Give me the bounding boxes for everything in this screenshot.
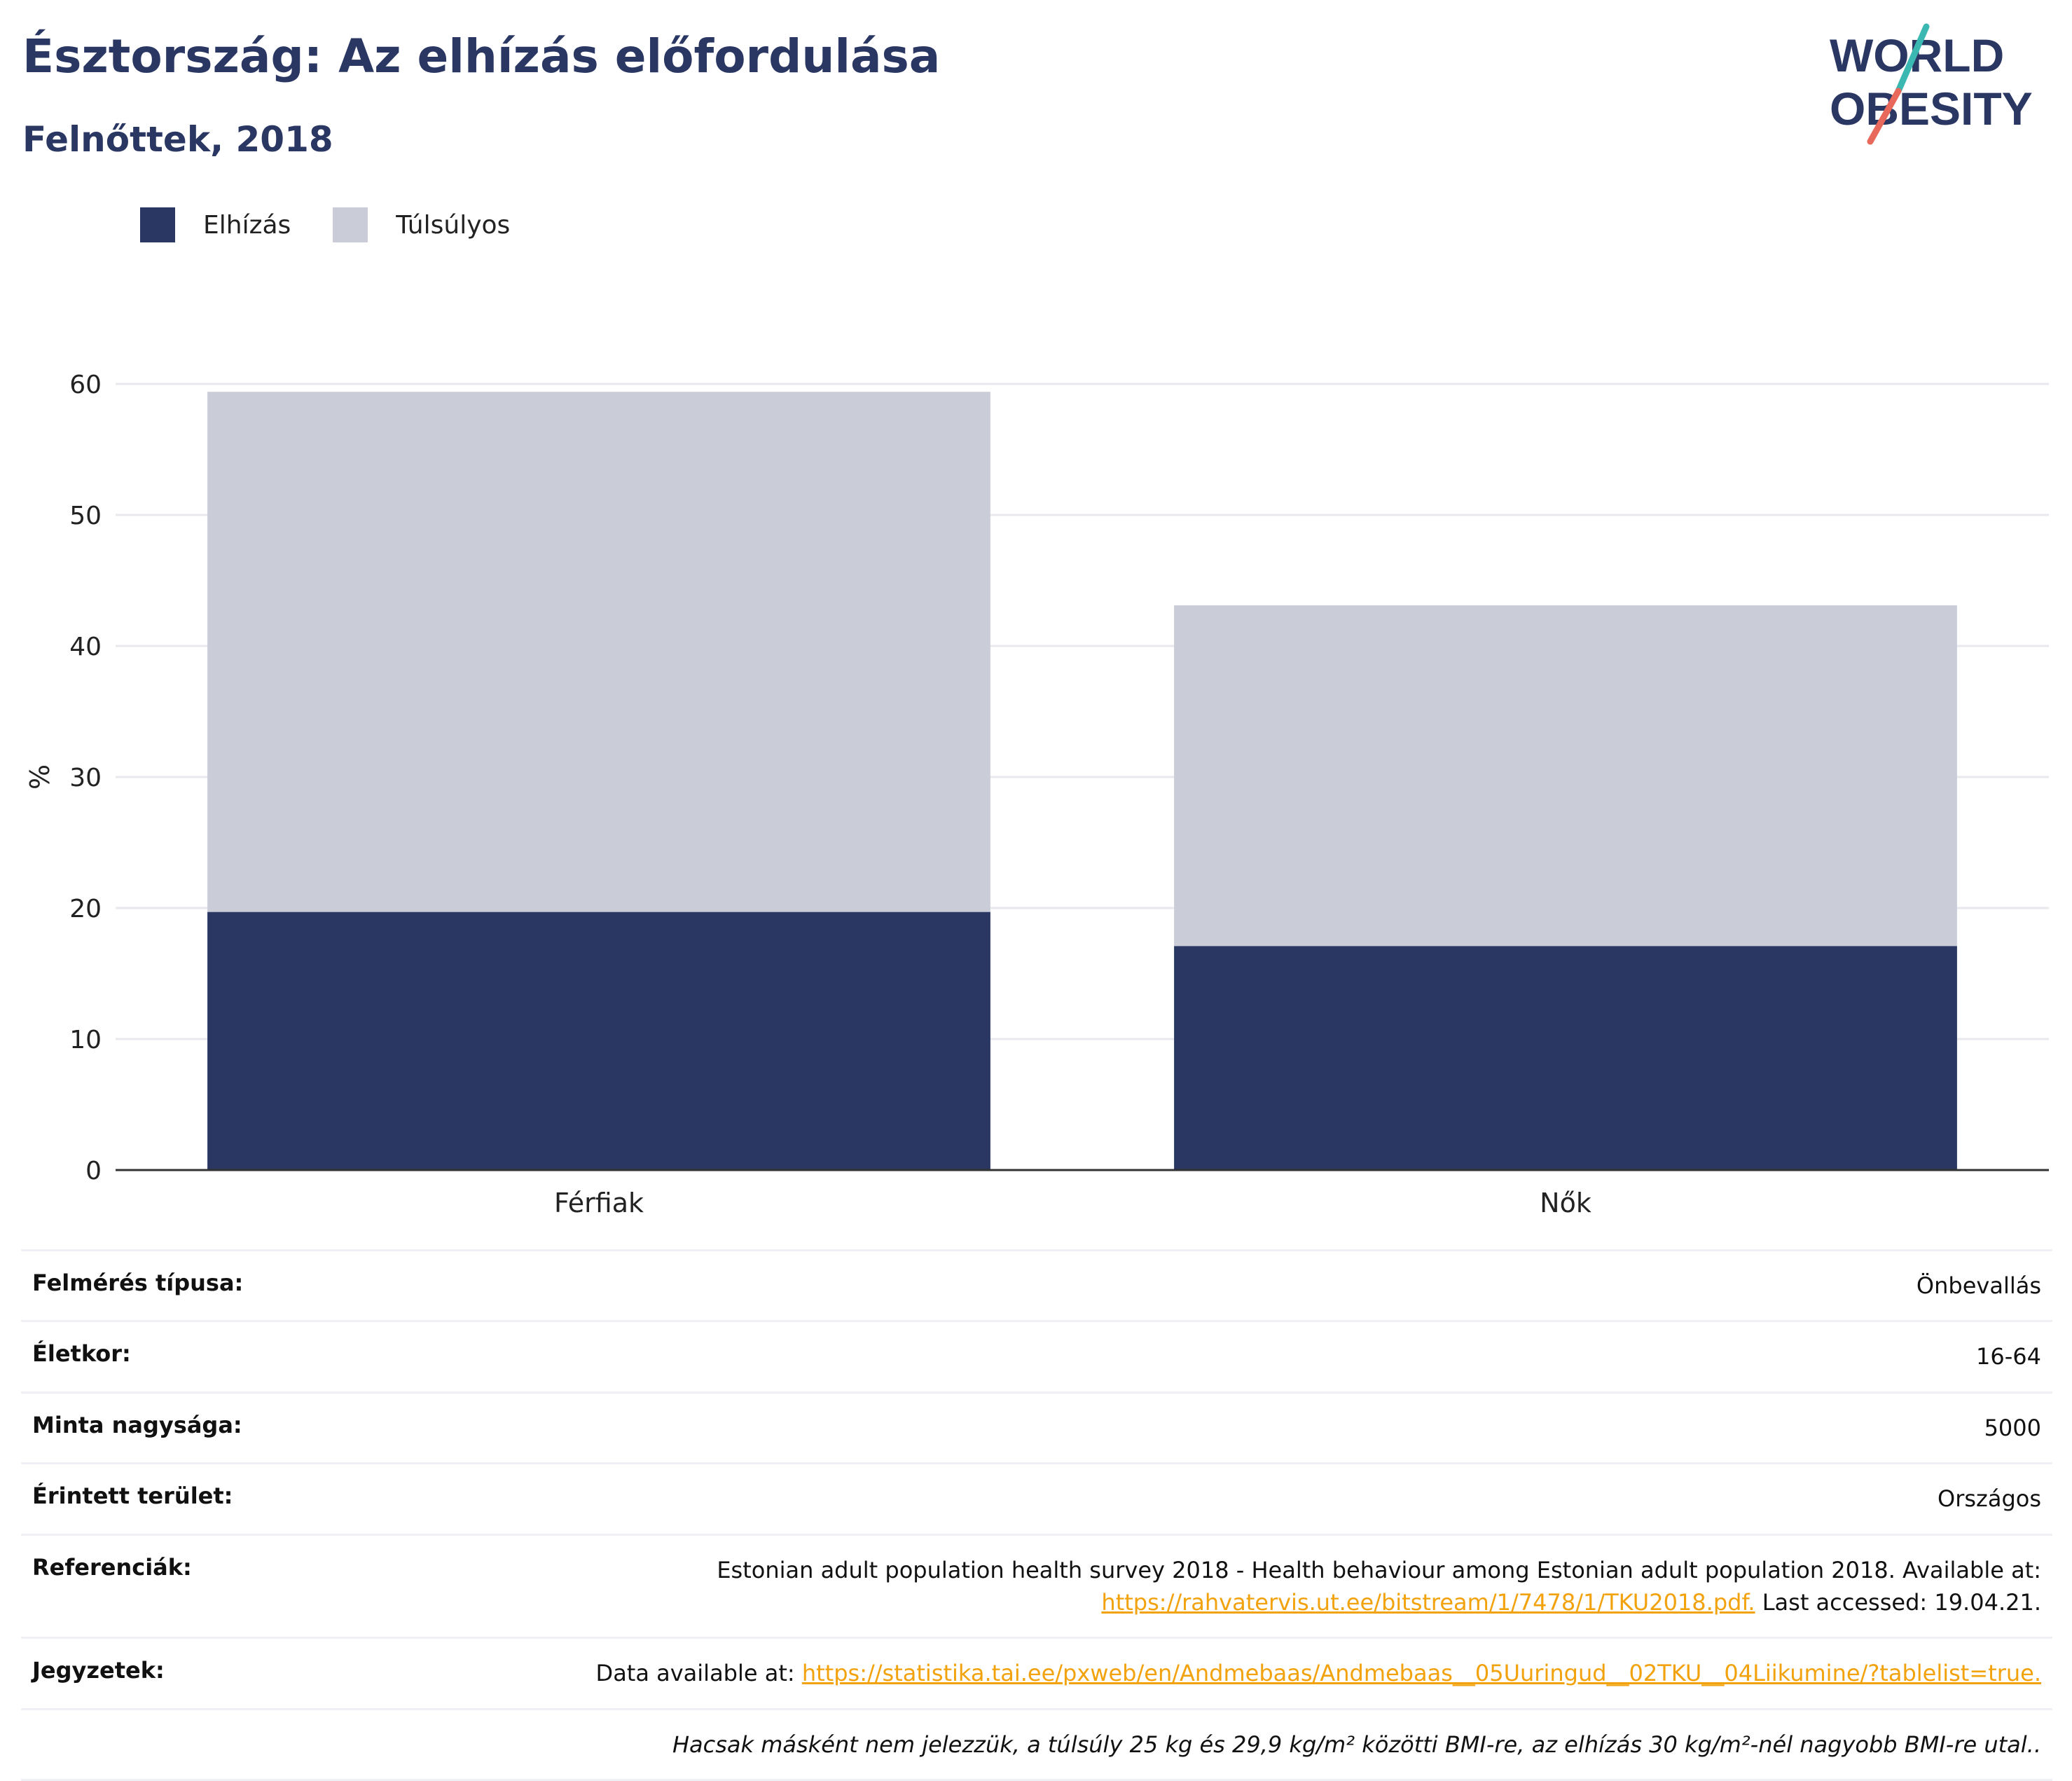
info-label: Referenciák: — [32, 1553, 192, 1581]
y-tick-label: 40 — [69, 633, 102, 661]
info-value: Data available at: https://statistika.ta… — [596, 1657, 2041, 1689]
bar-obesity-1 — [1174, 946, 1957, 1170]
info-label: Jegyzetek: — [32, 1657, 165, 1684]
logo-line-2: OBESITY — [1830, 83, 2033, 135]
info-row-sample-size: Minta nagysága: 5000 — [21, 1391, 2052, 1462]
legend-label-overweight: Túlsúlyos — [396, 210, 511, 240]
info-row-survey-type: Felmérés típusa: Önbevallás — [21, 1249, 2052, 1320]
stacked-bar-chart: 0 10 20 30 40 50 60% Férfiak Nők — [25, 371, 2049, 1218]
info-value: 5000 — [1984, 1414, 2041, 1441]
logo-slash-bottom — [1867, 88, 1902, 145]
notes-link[interactable]: https://statistika.tai.ee/pxweb/en/Andme… — [801, 1660, 2041, 1687]
y-axis-label: % — [25, 764, 55, 790]
y-tick-label: 50 — [69, 502, 102, 530]
y-tick-label: 20 — [69, 895, 102, 923]
info-label: Felmérés típusa: — [32, 1270, 244, 1296]
info-value: Országos — [1938, 1485, 2041, 1513]
info-row-footnote: Hacsak másként nem jelezzük, a túlsúly 2… — [21, 1707, 2052, 1781]
logo-slash-top — [1895, 23, 1930, 95]
info-value: Estonian adult population health survey … — [717, 1554, 2041, 1619]
y-tick-label: 30 — [69, 764, 102, 792]
info-row-age: Életkor: 16-64 — [21, 1320, 2052, 1391]
y-tick-label: 60 — [69, 371, 102, 399]
notes-prefix: Data available at: — [595, 1660, 802, 1687]
info-value: 16-64 — [1976, 1343, 2041, 1370]
world-obesity-logo: WORLD OBESITY — [1830, 23, 2033, 145]
reference-accessed: Last accessed: 19.04.21. — [1755, 1588, 2041, 1616]
info-label: Minta nagysága: — [32, 1411, 242, 1438]
info-row-notes: Jegyzetek: Data available at: https://st… — [21, 1637, 2052, 1707]
reference-link[interactable]: https://rahvatervis.ut.ee/bitstream/1/74… — [1101, 1588, 1755, 1616]
y-tick-label: 0 — [85, 1157, 102, 1185]
x-tick-label: Férfiak — [554, 1188, 644, 1218]
legend-swatch-obesity — [140, 207, 175, 242]
info-row-area: Érintett terület: Országos — [21, 1462, 2052, 1533]
legend-swatch-overweight — [333, 207, 368, 242]
footnote: Hacsak másként nem jelezzük, a túlsúly 2… — [672, 1731, 2041, 1758]
chart-title: Észtország: Az elhízás előfordulása — [22, 29, 941, 83]
info-label: Életkor: — [32, 1340, 131, 1368]
legend-label-obesity: Elhízás — [203, 210, 291, 240]
x-tick-label: Nők — [1540, 1188, 1591, 1218]
chart-subtitle: Felnőttek, 2018 — [22, 119, 333, 160]
y-tick-label: 10 — [69, 1026, 102, 1054]
info-label: Érintett terület: — [32, 1483, 233, 1510]
reference-text: Estonian adult population health survey … — [717, 1556, 2041, 1583]
bar-overweight-1 — [1174, 605, 1957, 947]
bar-obesity-0 — [207, 912, 990, 1170]
info-row-references: Referenciák: Estonian adult population h… — [21, 1533, 2052, 1637]
info-value: Önbevallás — [1916, 1272, 2041, 1299]
info-table: Felmérés típusa: Önbevallás Életkor: 16-… — [21, 1249, 2052, 1781]
bar-overweight-0 — [207, 392, 990, 912]
chart-legend: Elhízás Túlsúlyos — [140, 207, 552, 242]
